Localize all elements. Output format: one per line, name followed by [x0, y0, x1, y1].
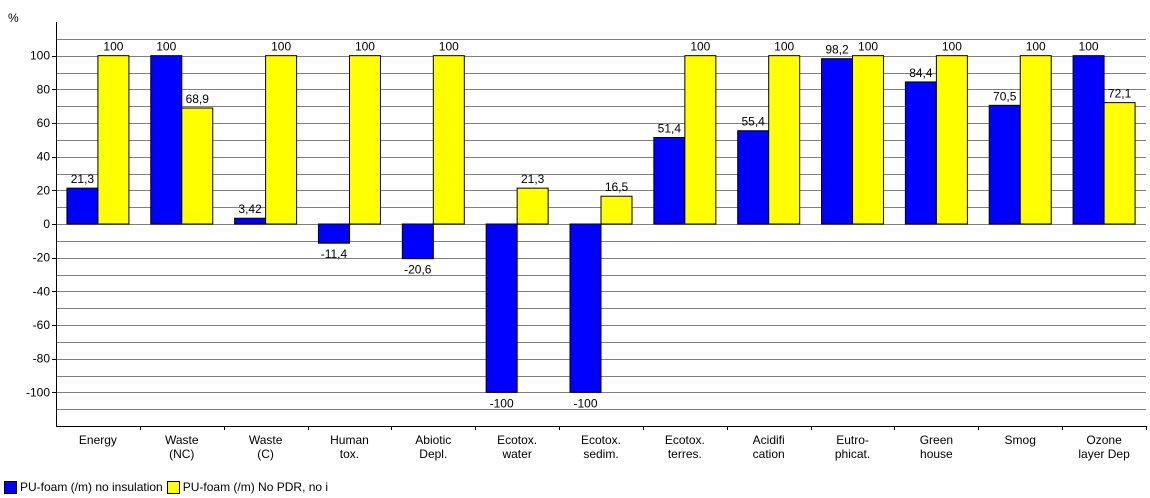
- data-label: 68,9: [186, 92, 210, 106]
- bar: [348, 55, 381, 225]
- data-label: -20,6: [404, 263, 432, 277]
- x-tick-label: Acidifi cation: [753, 433, 785, 461]
- bar: [988, 104, 1021, 225]
- data-label: 100: [1026, 40, 1046, 54]
- bar: [66, 187, 99, 225]
- y-tick-label: 60: [37, 116, 51, 130]
- data-label: 100: [942, 40, 962, 54]
- legend-label: PU-foam (/m) No PDR, no i: [182, 480, 329, 494]
- x-tick-label: Smog: [1005, 433, 1036, 447]
- data-labels: 21,3 100 100 68,9 3,42 100 -11,4 100 -20,6 100 -10…: [71, 40, 1132, 411]
- bar: [1103, 102, 1136, 225]
- data-label: 72,1: [1108, 87, 1132, 101]
- bar-chart: -100 -80 -60 -40 -20 0 20 40 60 80 100 21,3 100 100 6…: [8, 11, 1147, 461]
- y-tick-label: -40: [33, 284, 51, 298]
- bar: [1019, 55, 1052, 225]
- bar: [768, 55, 801, 225]
- data-label: 100: [103, 40, 123, 54]
- data-label: 98,2: [825, 43, 849, 57]
- y-tick-label: 100: [30, 49, 50, 63]
- x-tick-label: Waste (C): [249, 433, 283, 461]
- y-tick-label: -80: [33, 352, 51, 366]
- data-label: -100: [490, 396, 514, 410]
- data-label: 100: [774, 40, 794, 54]
- bar: [265, 55, 298, 225]
- data-label: 100: [1079, 40, 1099, 54]
- bar: [401, 223, 434, 260]
- data-label: 100: [858, 40, 878, 54]
- data-label: 84,4: [909, 66, 933, 80]
- x-tick-label: Ozone layer Dep: [1078, 433, 1130, 461]
- bar: [821, 58, 854, 225]
- data-label: 100: [271, 40, 291, 54]
- x-tick-label: Ecotox. sedim.: [581, 433, 621, 461]
- y-tick-label: 40: [37, 150, 51, 164]
- data-label: 16,5: [605, 180, 629, 194]
- data-label: -11,4: [321, 247, 348, 261]
- bar: [317, 223, 350, 244]
- x-tick-label: Waste (NC): [165, 433, 199, 461]
- bar: [516, 187, 549, 225]
- y-tick-label: 80: [37, 82, 51, 96]
- bar: [737, 130, 770, 225]
- bar: [485, 223, 518, 393]
- legend-label: PU-foam (/m) no insulation: [20, 480, 163, 494]
- bar: [1072, 55, 1105, 225]
- bars: [66, 55, 1136, 393]
- legend-swatch-blue: [4, 480, 17, 494]
- x-tick-label: Green house: [920, 433, 953, 461]
- bar: [97, 55, 130, 225]
- y-axis-ticks: -100 -80 -60 -40 -20 0 20 40 60 80 100: [26, 49, 56, 399]
- legend-item-series-1: PU-foam (/m) no insulation: [4, 480, 163, 494]
- y-tick-label: -20: [33, 251, 51, 265]
- bar: [904, 81, 937, 225]
- data-label: -100: [573, 396, 597, 410]
- y-tick-label: 20: [37, 183, 51, 197]
- data-label: 51,4: [658, 121, 682, 135]
- data-label: 21,3: [521, 172, 545, 186]
- data-label: 100: [690, 40, 710, 54]
- bar: [852, 55, 885, 225]
- bar: [569, 223, 602, 393]
- bar: [432, 55, 465, 225]
- bar: [935, 55, 968, 225]
- bar: [600, 195, 633, 225]
- x-tick-label: Human tox.: [330, 433, 369, 461]
- y-tick-label: -100: [26, 385, 50, 399]
- x-tick-label: Eutro-phicat.: [835, 433, 870, 461]
- data-label: 55,4: [742, 115, 766, 129]
- bar: [181, 107, 214, 225]
- bar: [234, 217, 267, 225]
- bar: [653, 136, 686, 225]
- x-tick-label: Ecotox. terres.: [665, 433, 705, 461]
- y-tick-label: 0: [43, 217, 50, 231]
- y-axis-unit-label: %: [8, 11, 19, 25]
- bar: [684, 55, 717, 225]
- x-tick-label: Abiotic Depl.: [415, 433, 451, 461]
- data-label: 100: [355, 40, 375, 54]
- bar: [150, 55, 183, 225]
- legend-item-series-2: PU-foam (/m) No PDR, no i: [166, 480, 329, 494]
- x-tick-label: Ecotox. water: [497, 433, 537, 461]
- x-axis-ticks: Energy Waste (NC) Waste (C) Human tox. Abiotic D…: [79, 426, 1147, 461]
- data-label: 70,5: [993, 89, 1017, 103]
- y-tick-label: -60: [33, 318, 51, 332]
- data-label: 21,3: [71, 172, 95, 186]
- x-tick-label: Energy: [79, 433, 117, 447]
- data-label: 100: [156, 40, 176, 54]
- legend: PU-foam (/m) no insulation PU-foam (/m) …: [4, 480, 332, 494]
- data-label: 3,42: [238, 202, 262, 216]
- legend-swatch-yellow: [166, 480, 180, 494]
- data-label: 100: [439, 40, 459, 54]
